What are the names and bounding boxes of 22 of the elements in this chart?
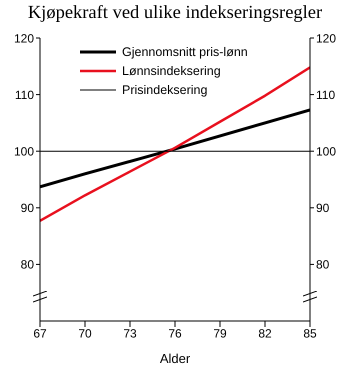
legend-label: Lønnsindeksering	[122, 64, 221, 78]
y-tick-label: 80	[20, 258, 34, 272]
x-axis-title: Alder	[160, 351, 191, 366]
chart-title: Kjøpekraft ved ulike indekseringsregler	[26, 2, 324, 25]
x-tick-label: 79	[213, 326, 227, 341]
legend-label: Gjennomsnitt pris-lønn	[122, 44, 248, 58]
y2-tick-label: 110	[316, 88, 336, 102]
x-tick-label: 70	[78, 326, 92, 341]
y2-tick-label: 90	[316, 201, 330, 216]
y2-tick-label: 120	[316, 31, 336, 46]
y-tick-label: 110	[14, 88, 34, 102]
x-tick-label: 76	[168, 326, 182, 341]
x-tick-label: 67	[33, 326, 47, 341]
x-tick-label: 85	[303, 326, 317, 341]
legend-label: Prisindeksering	[122, 82, 208, 96]
x-tick-label: 73	[123, 326, 137, 341]
y2-tick-label: 80	[316, 258, 330, 272]
x-tick-label: 82	[258, 326, 272, 341]
y2-tick-label: 100	[316, 144, 336, 158]
y-tick-label: 120	[14, 31, 34, 46]
y-tick-label: 100	[14, 144, 34, 158]
y-tick-label: 90	[20, 201, 34, 216]
